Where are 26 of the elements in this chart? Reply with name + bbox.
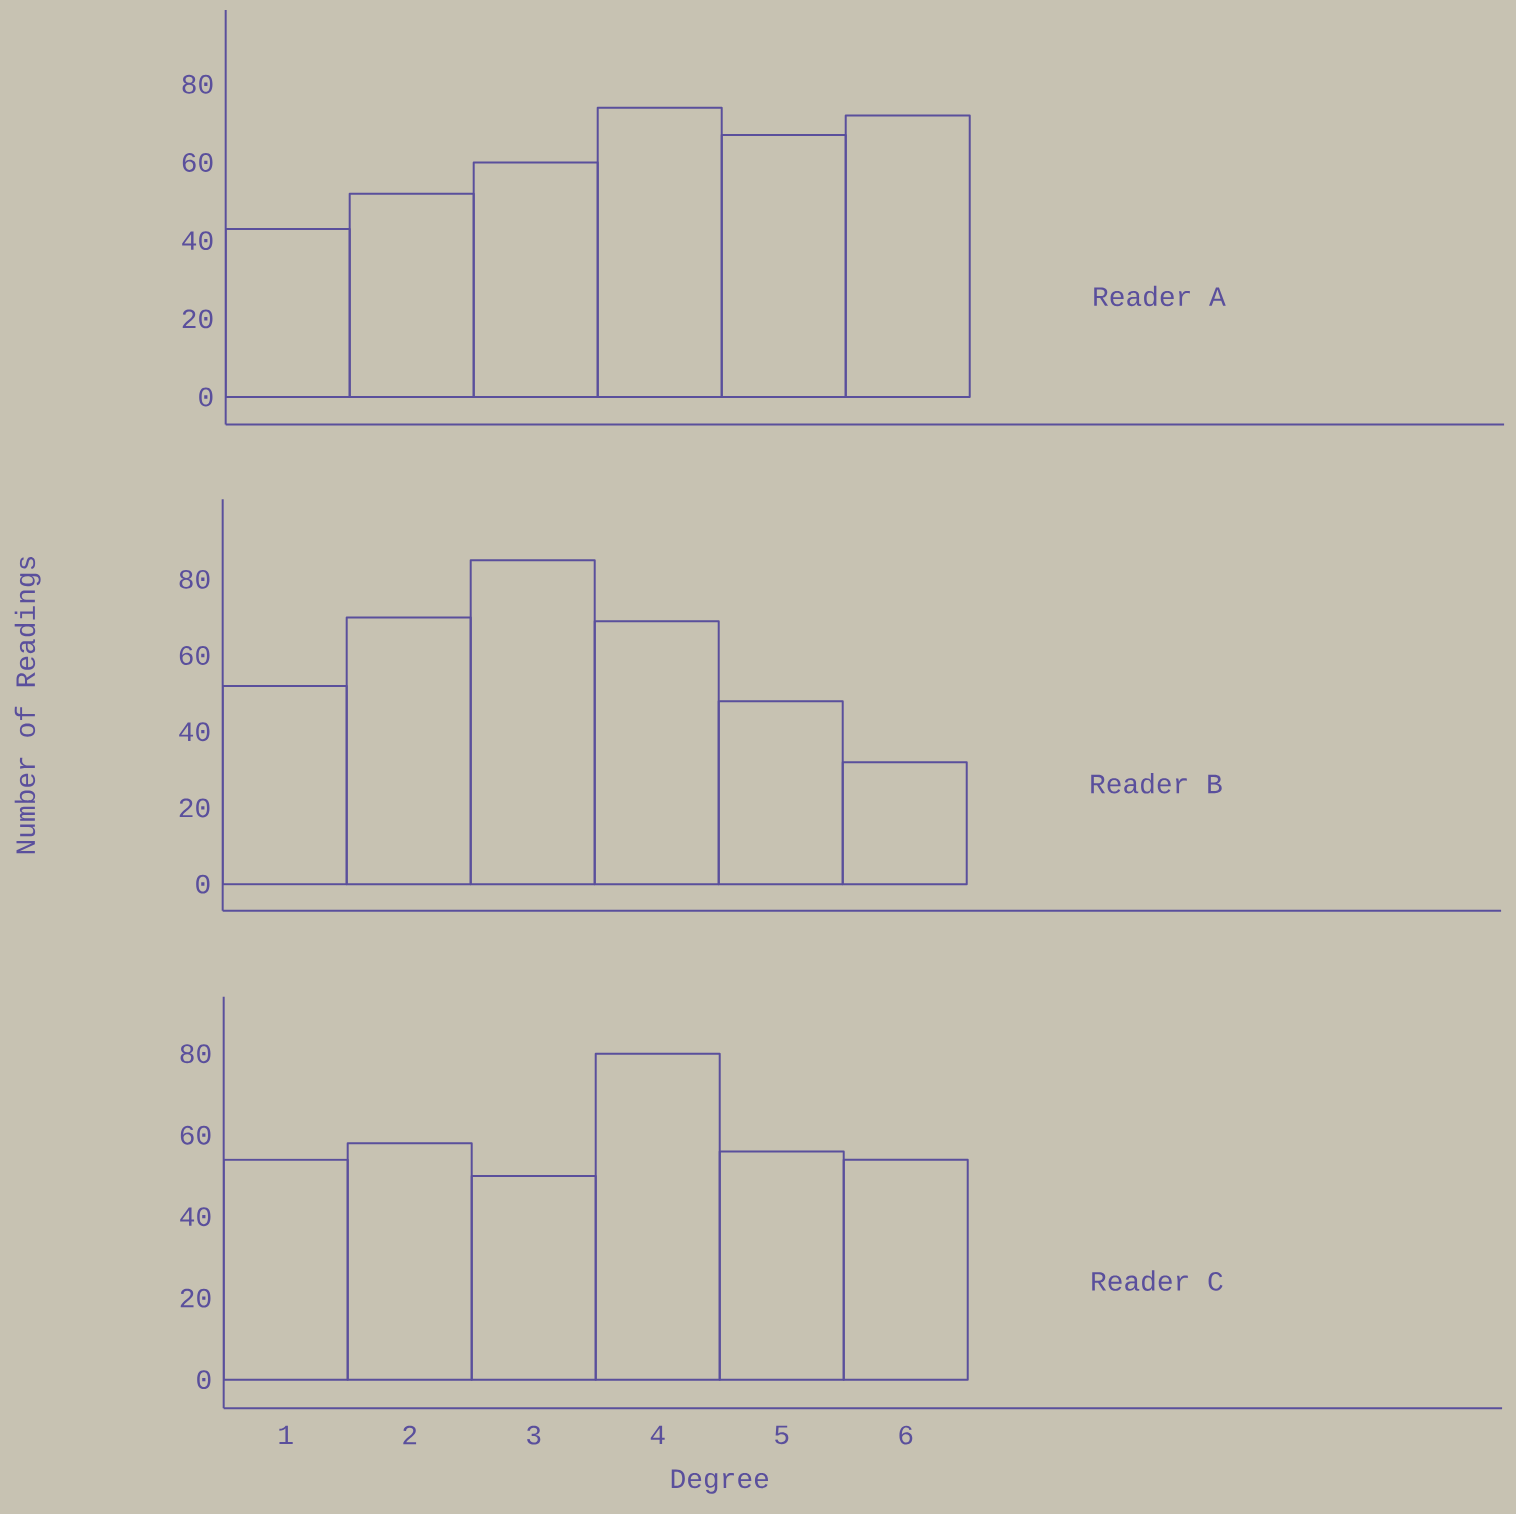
x-tick-label: 1 (279, 1425, 293, 1444)
y-axis-title: Number of Readings (14, 556, 41, 854)
y-tick-label: 40 (180, 1207, 211, 1227)
x-tick-label: 3 (527, 1425, 541, 1445)
y-tick-label: 60 (179, 646, 210, 665)
x-tick-label: 4 (650, 1425, 665, 1444)
y-tick-label: 20 (182, 309, 213, 329)
y-tick-label: 0 (196, 874, 210, 894)
y-tick-label: 40 (179, 722, 210, 742)
y-tick-label: 80 (180, 1044, 211, 1064)
y-tick-label: 0 (197, 1370, 211, 1390)
y-tick-label: 20 (179, 798, 210, 818)
text: Reader B (1091, 772, 1222, 794)
y-tick-label: 60 (180, 1125, 211, 1145)
text: Reader C (1092, 1270, 1223, 1291)
y-tick-label: 20 (180, 1288, 211, 1308)
text: Reader A (1094, 285, 1226, 307)
x-tick-label: 5 (775, 1425, 789, 1445)
x-tick-label: 2 (403, 1425, 417, 1445)
x-tick-label: 6 (899, 1425, 913, 1445)
x-axis-title: Degree (671, 1469, 769, 1494)
y-tick-label: 40 (182, 231, 213, 251)
y-tick-label: 80 (179, 569, 210, 589)
y-tick-label: 60 (182, 153, 213, 172)
y-tick-label: 0 (199, 387, 213, 407)
y-tick-label: 80 (182, 74, 213, 94)
